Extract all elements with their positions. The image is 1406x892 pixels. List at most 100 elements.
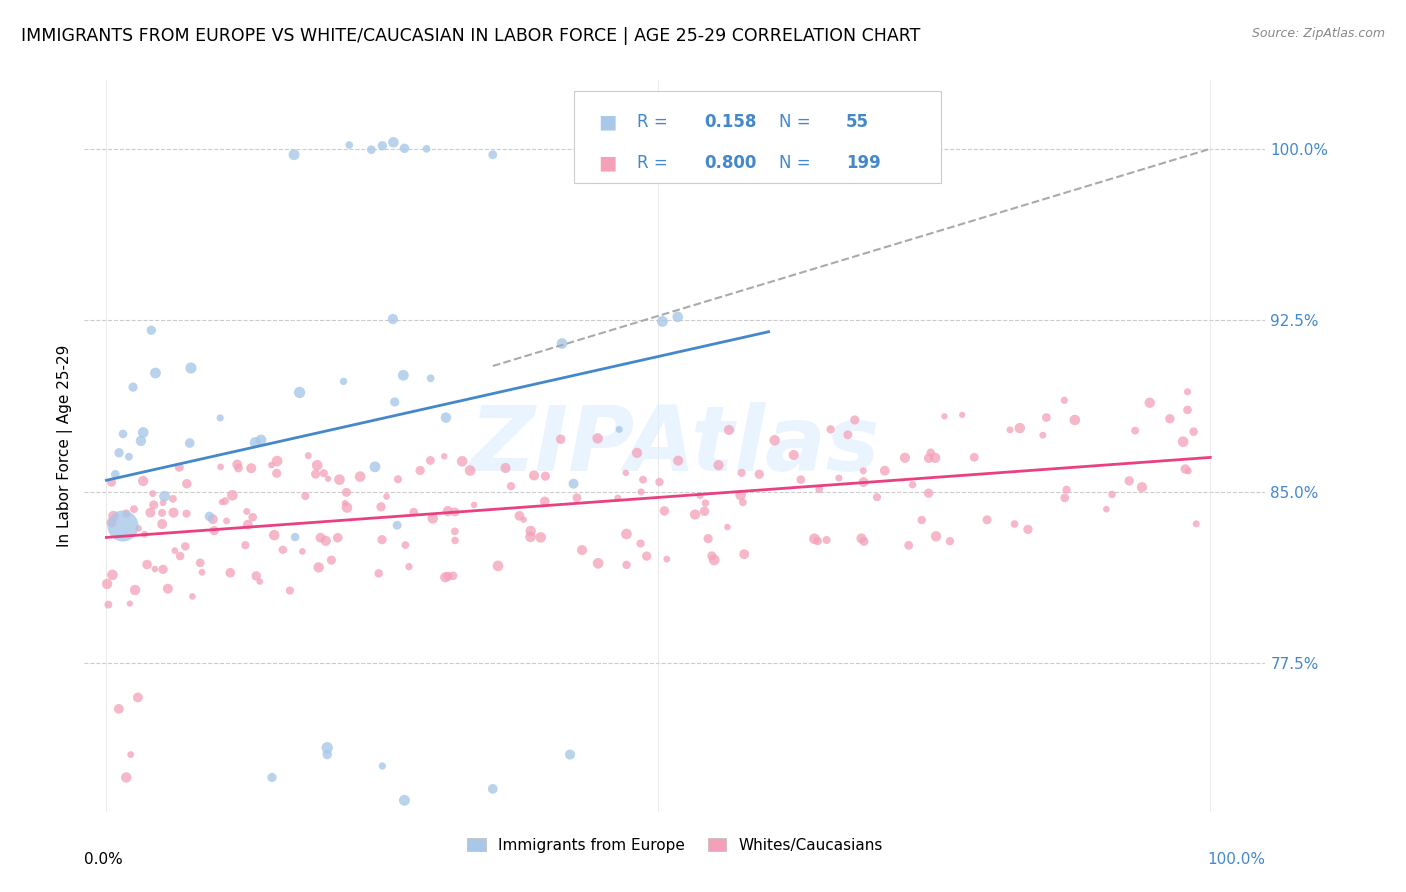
Point (169, 549, 191, 563)
Text: 199: 199 (846, 154, 882, 172)
Point (733, 547, 755, 561)
Point (321, 553, 343, 567)
Point (141, 323, 163, 337)
Point (260, 458, 283, 472)
Point (409, 463, 432, 477)
Point (304, 467, 326, 482)
Point (697, 532, 720, 546)
Point (214, 494, 236, 508)
Point (852, 534, 875, 549)
Point (139, 506, 162, 520)
Point (481, 781, 503, 796)
Point (512, 513, 534, 527)
Point (162, 491, 184, 506)
Point (934, 409, 956, 424)
Point (145, 366, 167, 380)
Point (211, 495, 233, 509)
Point (551, 336, 574, 351)
Point (606, 491, 628, 505)
Point (1008, 421, 1031, 435)
Point (499, 479, 522, 493)
Point (371, 138, 394, 153)
Point (1177, 464, 1199, 478)
Point (519, 524, 541, 538)
Point (630, 484, 652, 499)
Point (100, 516, 122, 530)
Point (571, 543, 593, 558)
Point (419, 453, 441, 467)
Point (451, 454, 474, 468)
Point (153, 489, 176, 503)
Point (666, 453, 689, 467)
Point (249, 574, 271, 589)
Text: 0.0%: 0.0% (84, 852, 124, 867)
Text: ■: ■ (598, 112, 616, 131)
Point (1177, 384, 1199, 399)
Point (920, 445, 942, 459)
Point (180, 361, 202, 376)
Point (616, 558, 638, 572)
Point (394, 538, 416, 552)
Point (866, 490, 889, 504)
Point (129, 434, 152, 448)
Point (924, 450, 946, 465)
Point (911, 513, 934, 527)
Point (444, 505, 467, 519)
Point (636, 549, 658, 563)
Point (150, 506, 173, 520)
Point (519, 530, 541, 544)
Point (236, 517, 259, 532)
Point (415, 142, 437, 156)
Point (630, 536, 652, 550)
Point (534, 469, 557, 483)
Point (631, 473, 654, 487)
Point (783, 448, 806, 462)
Point (748, 467, 770, 482)
Point (897, 538, 920, 552)
Text: R =: R = (637, 113, 673, 131)
Point (851, 532, 873, 546)
Point (763, 434, 786, 448)
Point (481, 147, 503, 161)
Point (198, 509, 221, 524)
Point (221, 488, 243, 502)
Point (266, 467, 288, 481)
Text: ZIPAtlas: ZIPAtlas (470, 402, 880, 490)
Point (156, 582, 179, 596)
Point (626, 446, 648, 460)
Point (367, 566, 389, 581)
Point (132, 474, 155, 488)
Point (291, 544, 314, 558)
Point (181, 590, 204, 604)
Point (134, 527, 156, 541)
Text: 0.800: 0.800 (704, 154, 756, 172)
Point (176, 476, 198, 491)
Point (394, 141, 416, 155)
Point (558, 747, 581, 762)
Point (387, 472, 409, 486)
Point (1053, 393, 1076, 408)
Point (127, 690, 149, 705)
Point (108, 446, 131, 460)
Text: 55: 55 (846, 113, 869, 131)
Point (174, 540, 197, 554)
Point (371, 759, 394, 773)
Point (1017, 523, 1039, 537)
Point (419, 371, 441, 385)
Point (1174, 462, 1197, 476)
Point (550, 432, 572, 446)
Text: ■: ■ (598, 153, 616, 172)
Point (326, 531, 349, 545)
Point (162, 506, 184, 520)
Point (132, 425, 155, 440)
Point (294, 489, 316, 503)
Point (700, 549, 723, 563)
Point (375, 490, 398, 504)
Point (316, 740, 339, 755)
Point (495, 461, 517, 475)
Point (100, 475, 122, 490)
Point (523, 468, 546, 483)
Text: R =: R = (637, 154, 673, 172)
Point (209, 411, 232, 425)
Point (998, 423, 1021, 437)
